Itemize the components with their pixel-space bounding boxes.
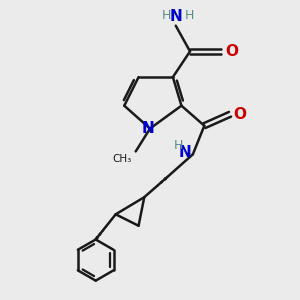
Text: O: O — [233, 107, 247, 122]
Text: H: H — [162, 9, 171, 22]
Text: O: O — [225, 44, 238, 59]
Text: CH₃: CH₃ — [112, 154, 131, 164]
Text: N: N — [179, 146, 191, 160]
Text: N: N — [169, 9, 182, 24]
Text: H: H — [173, 139, 183, 152]
Text: H: H — [185, 9, 194, 22]
Text: N: N — [141, 121, 154, 136]
